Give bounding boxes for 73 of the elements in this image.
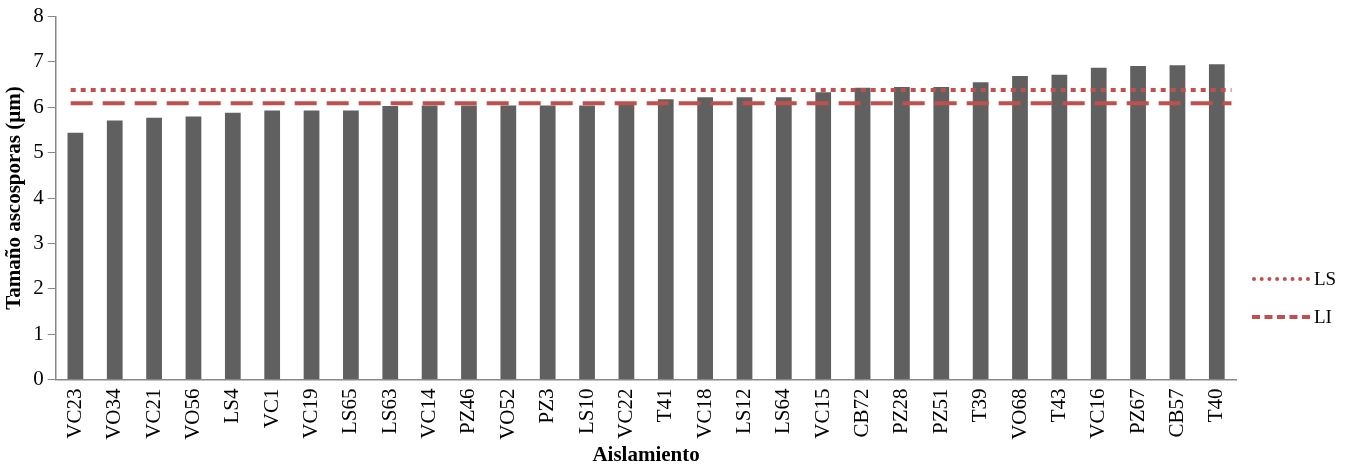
x-tick-label: T41 bbox=[652, 388, 677, 423]
x-tick-label: LS65 bbox=[337, 388, 362, 434]
x-tick-label: VC19 bbox=[298, 388, 323, 439]
bar bbox=[657, 99, 674, 379]
bar bbox=[1208, 64, 1225, 379]
bar bbox=[303, 110, 320, 379]
bar bbox=[185, 116, 202, 379]
x-tick-label: VC18 bbox=[691, 388, 716, 439]
x-tick-label: T40 bbox=[1203, 388, 1228, 423]
legend-label: LI bbox=[1314, 306, 1332, 328]
bar bbox=[815, 92, 832, 379]
y-tick-label: 2 bbox=[33, 275, 44, 300]
bar bbox=[736, 97, 753, 379]
x-tick-label: VO68 bbox=[1006, 388, 1031, 440]
y-axis-title: Tamaño ascosporas (µm) bbox=[1, 86, 26, 310]
x-tick-label: T43 bbox=[1045, 388, 1070, 423]
x-tick-label: LS12 bbox=[731, 388, 755, 434]
bar bbox=[972, 82, 989, 379]
x-tick-label: VC22 bbox=[612, 388, 637, 439]
x-tick-label: VC21 bbox=[140, 388, 165, 439]
y-tick-label: 7 bbox=[33, 48, 44, 73]
x-tick-label: PZ3 bbox=[534, 388, 559, 424]
bar bbox=[933, 86, 950, 379]
bar bbox=[106, 120, 123, 379]
bar bbox=[894, 86, 910, 379]
x-tick-label: LS64 bbox=[770, 387, 795, 434]
bar bbox=[775, 97, 792, 379]
bar bbox=[618, 104, 635, 379]
bar bbox=[146, 117, 162, 379]
x-axis-title: Aislamiento bbox=[592, 441, 700, 466]
bar bbox=[1051, 74, 1068, 379]
x-tick-label: VC16 bbox=[1085, 388, 1110, 439]
x-tick-label: VO52 bbox=[494, 388, 519, 440]
x-tick-label: VC14 bbox=[416, 387, 441, 439]
y-tick-label: 1 bbox=[33, 320, 44, 345]
x-tick-label: LS63 bbox=[376, 388, 401, 434]
bar bbox=[343, 110, 359, 379]
x-tick-label: VC1 bbox=[258, 388, 283, 429]
x-tick-label: LS10 bbox=[573, 388, 598, 434]
y-tick-label: 3 bbox=[33, 229, 44, 254]
x-tick-label: PZ67 bbox=[1124, 388, 1149, 434]
y-tick-label: 4 bbox=[33, 184, 45, 209]
bar bbox=[67, 132, 84, 379]
bar bbox=[1169, 65, 1186, 379]
x-tick-label: LS4 bbox=[219, 387, 244, 424]
x-tick-label: CB72 bbox=[849, 388, 874, 438]
x-tick-label: PZ28 bbox=[888, 388, 913, 434]
x-tick-label: VC23 bbox=[61, 388, 86, 439]
bar bbox=[500, 105, 517, 379]
bar bbox=[1012, 76, 1028, 379]
bar bbox=[461, 105, 477, 379]
y-tick-label: 5 bbox=[33, 139, 44, 164]
x-tick-label: CB57 bbox=[1163, 388, 1188, 438]
bar bbox=[579, 105, 595, 379]
bar bbox=[1130, 66, 1146, 379]
bar bbox=[697, 97, 713, 379]
y-tick-label: 8 bbox=[33, 3, 44, 28]
x-tick-label: PZ46 bbox=[455, 388, 480, 434]
x-tick-label: VO56 bbox=[179, 388, 204, 440]
x-tick-label: PZ51 bbox=[927, 388, 952, 434]
bar bbox=[421, 105, 438, 379]
x-tick-label: T39 bbox=[967, 388, 992, 423]
y-tick-label: 0 bbox=[33, 365, 44, 390]
legend-label: LS bbox=[1314, 268, 1337, 290]
bar bbox=[382, 105, 399, 379]
bar bbox=[264, 110, 281, 379]
bar bbox=[539, 105, 556, 379]
y-tick-label: 6 bbox=[33, 93, 44, 118]
x-tick-label: VC15 bbox=[809, 388, 834, 439]
bar bbox=[854, 87, 871, 379]
x-tick-label: VO34 bbox=[101, 387, 126, 440]
bar bbox=[224, 112, 241, 379]
bar bbox=[1090, 67, 1107, 379]
